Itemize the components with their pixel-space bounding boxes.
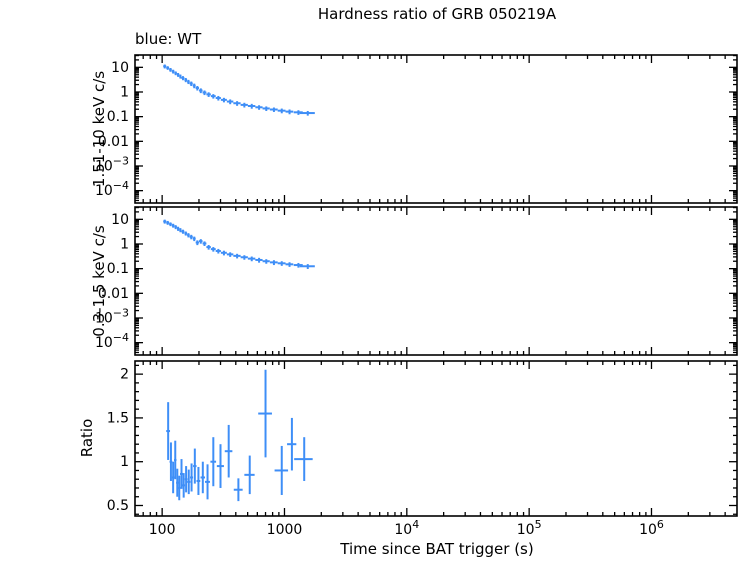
chart-title: Hardness ratio of GRB 050219A — [317, 5, 557, 23]
series-wt-hard-band — [163, 64, 315, 116]
tick-label: 10−4 — [95, 179, 129, 199]
tick-label: 10−4 — [95, 331, 129, 351]
series-wt-soft-band — [163, 219, 315, 269]
panel-hard-band: 10 1 0.1 0.01 10−3 10−4 — [95, 54, 738, 204]
tick-label: 10−3 — [95, 154, 129, 174]
tick-label: 0.1 — [107, 109, 129, 125]
x-axis-label: Time since BAT trigger (s) — [340, 540, 534, 558]
tick-label: 10 — [111, 212, 129, 228]
tick-label: 100 — [149, 522, 176, 538]
panel-frame — [134, 54, 738, 204]
panel-soft-band: 10 1 0.1 0.01 10−3 10−4 — [95, 206, 738, 356]
tick-label: 0.01 — [98, 134, 129, 150]
tick-label: 104 — [394, 518, 419, 538]
tick-label: 10 — [111, 60, 129, 76]
tick-label: 1000 — [267, 522, 303, 538]
tick-label: 10−3 — [95, 306, 129, 326]
mode-annotation: blue: WT — [135, 30, 202, 48]
tick-label: 0.5 — [107, 498, 129, 514]
tick-label: 0.01 — [98, 286, 129, 302]
tick-label: 1.5 — [107, 410, 129, 426]
panel-frame — [134, 360, 738, 517]
panel-frame — [134, 206, 738, 356]
tick-label: 0.1 — [107, 261, 129, 277]
series-wt-ratio — [166, 369, 313, 502]
tick-label: 2 — [120, 367, 129, 383]
tick-label: 1 — [120, 84, 129, 100]
panel-ratio: 0.5 1 1.5 2 — [107, 360, 738, 517]
tick-label: 1 — [120, 236, 129, 252]
tick-label: 106 — [639, 518, 664, 538]
tick-label: 105 — [517, 518, 542, 538]
tick-label: 1 — [120, 454, 129, 470]
